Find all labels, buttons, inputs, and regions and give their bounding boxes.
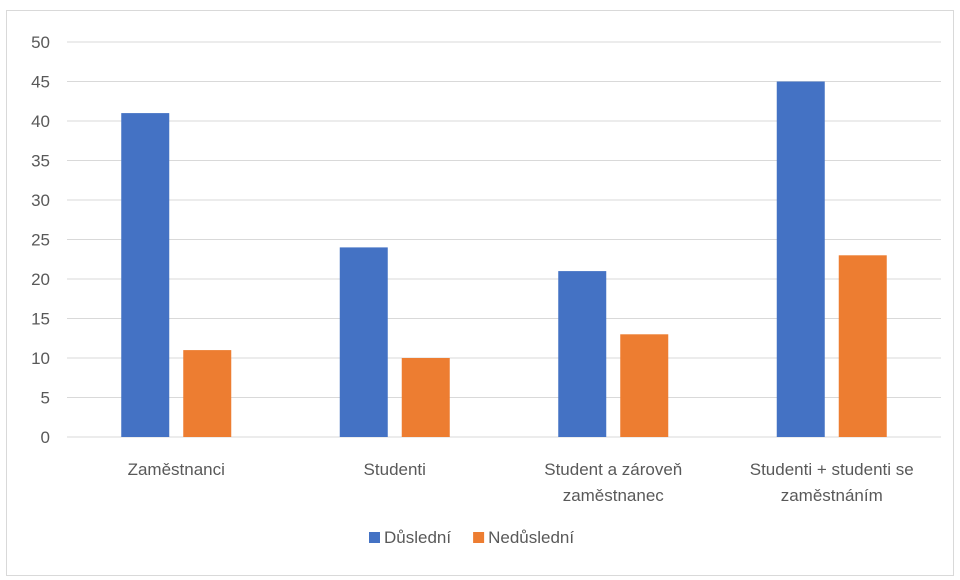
x-tick-label: Zaměstnanci: [128, 460, 225, 479]
y-tick-label: 10: [31, 349, 50, 368]
legend: Důslední Nedůslední: [369, 528, 574, 547]
y-tick-label: 15: [31, 310, 50, 329]
bar: [620, 334, 669, 437]
y-tick-label: 30: [31, 191, 50, 210]
x-axis-labels: Zaměstnanci Studenti Student a zároveň zamě…: [128, 460, 914, 505]
x-tick-label: Student a zároveň zaměstnanec: [544, 460, 682, 505]
y-tick-label: 25: [31, 231, 50, 250]
y-axis-ticks: 0 5 10 15 20 25 30 35 40 45 50: [31, 33, 50, 447]
bar: [401, 358, 450, 437]
y-tick-label: 5: [41, 389, 50, 408]
legend-label: Nedůslední: [488, 528, 574, 547]
legend-swatch: [473, 532, 485, 543]
x-tick-label: Studenti: [364, 460, 426, 479]
chart-frame: 0 5 10 15 20 25 30 35 40 45 50 Zaměstnanci Studenti…: [6, 10, 954, 576]
bar: [558, 271, 607, 437]
bar: [339, 247, 388, 437]
x-tick-label: Studenti + studenti se zaměstnáním: [750, 460, 914, 505]
bars: [121, 81, 887, 437]
y-tick-label: 45: [31, 73, 50, 92]
y-tick-label: 40: [31, 112, 50, 131]
bar: [121, 113, 170, 437]
bar-chart: 0 5 10 15 20 25 30 35 40 45 50 Zaměstnanci Studenti…: [31, 33, 941, 547]
legend-label: Důslední: [384, 528, 451, 547]
y-tick-label: 0: [41, 428, 50, 447]
legend-swatch: [369, 532, 380, 543]
bar: [776, 81, 825, 437]
bar: [838, 255, 887, 437]
y-tick-label: 50: [31, 33, 50, 52]
bar: [183, 350, 232, 437]
y-tick-label: 20: [31, 270, 50, 289]
y-tick-label: 35: [31, 152, 50, 171]
